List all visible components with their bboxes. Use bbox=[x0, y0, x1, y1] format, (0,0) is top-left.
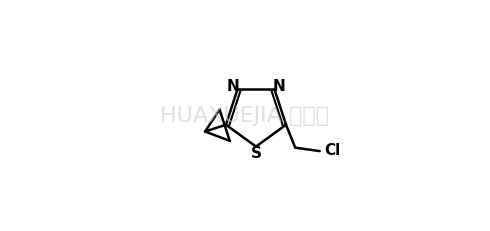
Text: N: N bbox=[227, 78, 240, 93]
Text: Cl: Cl bbox=[324, 143, 340, 158]
Text: N: N bbox=[272, 78, 285, 93]
Text: S: S bbox=[250, 146, 262, 160]
Text: HUAXUEJIA 化学加: HUAXUEJIA 化学加 bbox=[160, 106, 330, 125]
